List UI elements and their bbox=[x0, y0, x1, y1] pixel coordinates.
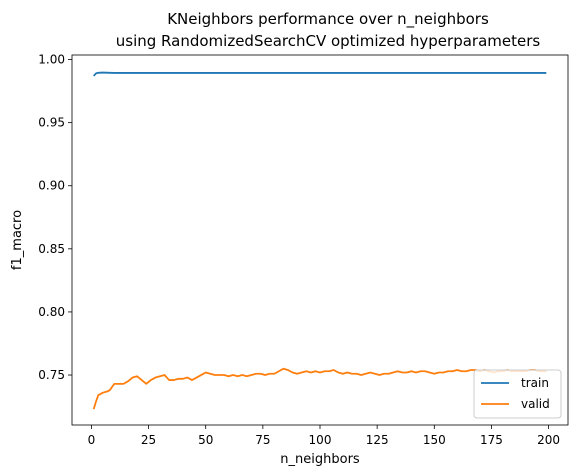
y-tick-label: 1.00 bbox=[38, 53, 65, 67]
x-tick-label: 150 bbox=[423, 433, 446, 447]
y-tick-label: 0.90 bbox=[38, 179, 65, 193]
y-tick-label: 0.95 bbox=[38, 116, 65, 130]
legend-box bbox=[473, 369, 562, 419]
plot-area bbox=[71, 54, 569, 426]
legend: train valid bbox=[473, 369, 562, 419]
x-tick-label: 0 bbox=[88, 433, 96, 447]
series-layer bbox=[92, 71, 547, 410]
x-tick-label: 200 bbox=[537, 433, 560, 447]
x-tick-label: 50 bbox=[198, 433, 213, 447]
y-axis: 0.75 0.80 0.85 0.90 0.95 1.00 bbox=[38, 53, 72, 382]
x-tick-label: 75 bbox=[255, 433, 270, 447]
x-axis-label: n_neighbors bbox=[280, 452, 360, 467]
chart-title-line-1: KNeighbors performance over n_neighbors bbox=[167, 10, 489, 29]
plot-frame bbox=[72, 55, 568, 425]
chart-title-line-2: using RandomizedSearchCV optimized hyper… bbox=[116, 32, 541, 50]
x-tick-label: 175 bbox=[480, 433, 503, 447]
series-line-train bbox=[93, 71, 547, 77]
x-axis: 0 25 50 75 100 125 150 175 200 bbox=[88, 425, 560, 447]
x-tick-label: 25 bbox=[141, 433, 156, 447]
legend-label-train: train bbox=[521, 376, 549, 390]
y-tick-label: 0.80 bbox=[38, 305, 65, 319]
y-tick-label: 0.85 bbox=[38, 242, 65, 256]
series-line-valid bbox=[92, 367, 547, 410]
legend-label-valid: valid bbox=[521, 397, 550, 411]
y-axis-label: f1_macro bbox=[10, 210, 25, 270]
x-tick-label: 125 bbox=[366, 433, 389, 447]
y-tick-label: 0.75 bbox=[38, 368, 65, 382]
x-tick-label: 100 bbox=[309, 433, 332, 447]
